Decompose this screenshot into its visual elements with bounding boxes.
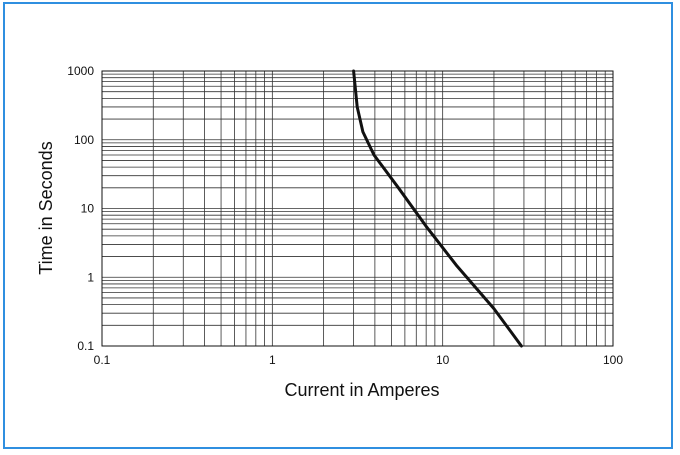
y-tick-labels: 1000 100 10 1 0.1: [67, 64, 94, 353]
x-tick-label: 1: [269, 353, 276, 367]
x-tick-label: 0.1: [94, 353, 111, 367]
plot-border: [101, 70, 614, 347]
y-tick-label: 1: [87, 270, 94, 284]
y-tick-label: 1000: [67, 64, 94, 78]
y-tick-label: 100: [74, 133, 94, 147]
x-tick-label: 100: [603, 353, 623, 367]
series-line: [352, 69, 523, 348]
x-axis-title: Current in Amperes: [284, 380, 439, 400]
x-tick-label: 10: [436, 353, 450, 367]
y-tick-label: 10: [81, 202, 95, 216]
x-tick-labels: 0.1 1 10 100: [94, 353, 624, 367]
y-tick-label: 0.1: [77, 339, 94, 353]
y-axis-title: Time in Seconds: [36, 141, 56, 274]
